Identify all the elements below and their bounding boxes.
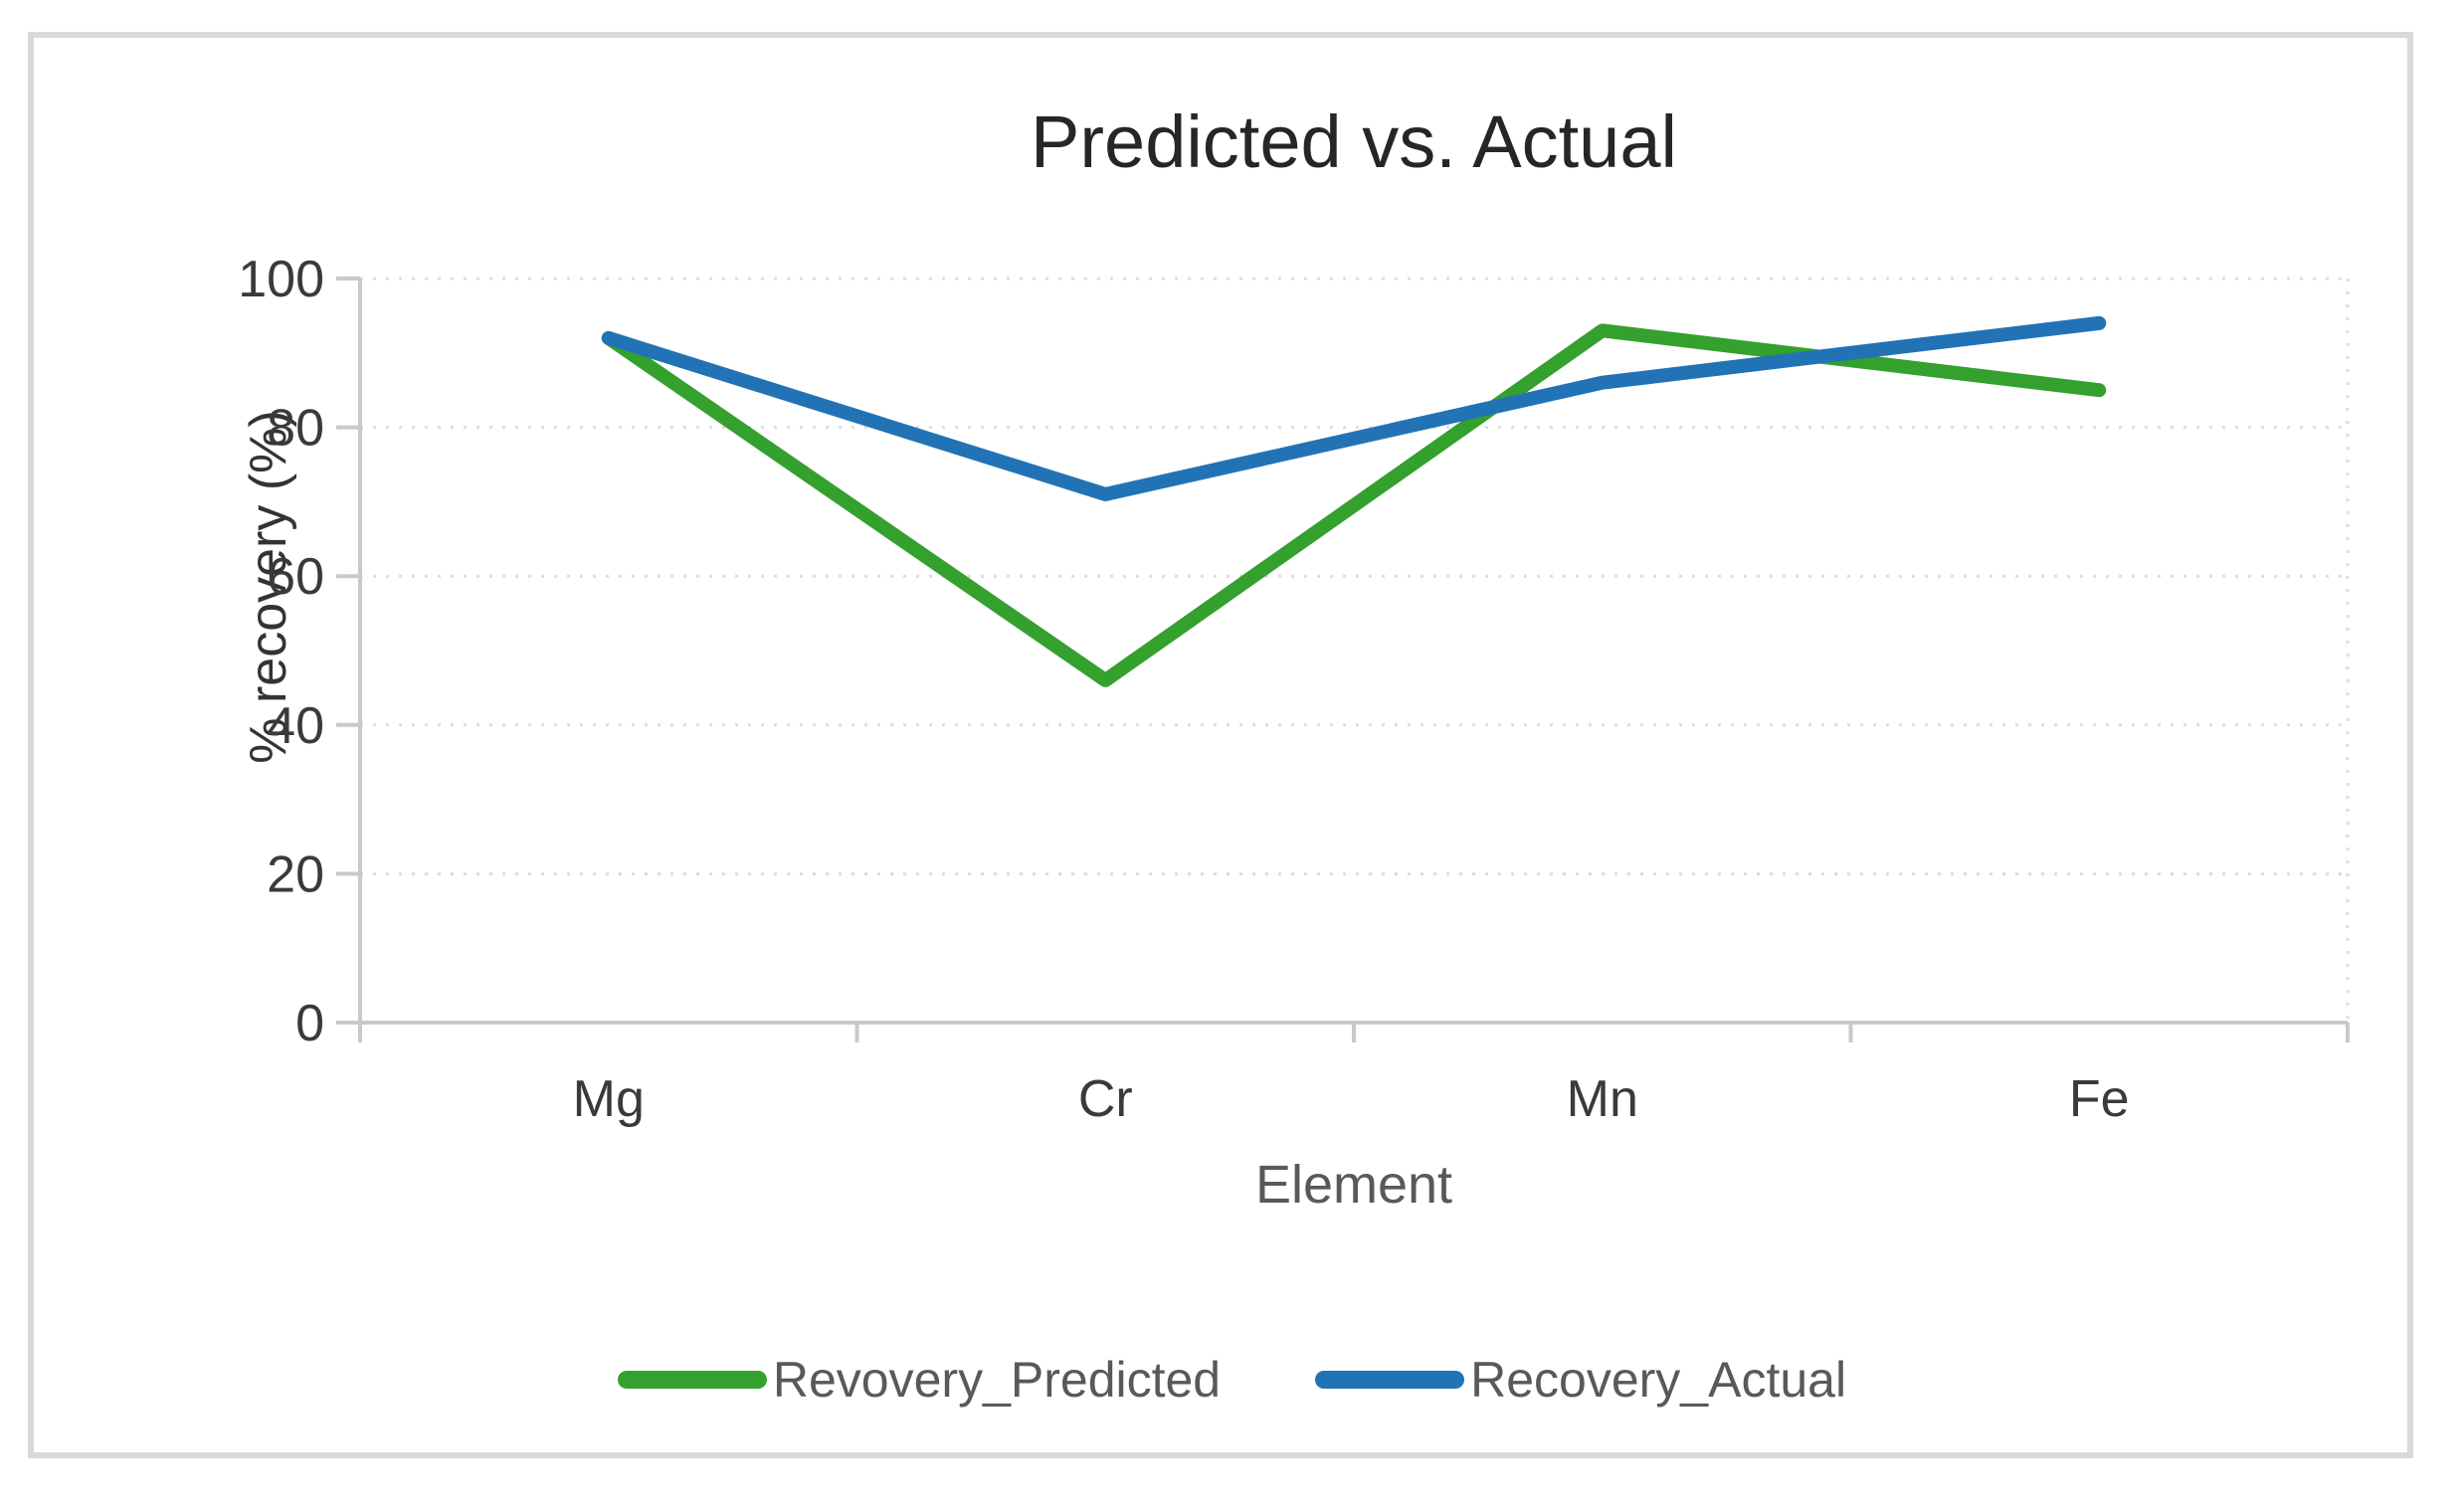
x-axis-title: Element	[1254, 1155, 1453, 1215]
y-tick-label: 0	[295, 995, 324, 1052]
legend-item-actual[interactable]: Recovery_Actual	[1315, 1351, 1846, 1409]
x-tick-label: Mn	[1567, 1070, 1638, 1128]
legend-item-predicted[interactable]: Revovery_Predicted	[617, 1351, 1222, 1409]
x-tick-label: Fe	[2069, 1070, 2130, 1128]
predicted-series-swatch	[617, 1371, 767, 1389]
actual-series-label: Recovery_Actual	[1470, 1352, 1847, 1408]
chart-frame	[28, 32, 2413, 1458]
y-tick-label: 40	[267, 697, 324, 755]
x-tick-label: Mg	[573, 1070, 645, 1128]
y-tick-label: 20	[267, 846, 324, 903]
actual-series-swatch	[1315, 1371, 1465, 1389]
legend: Revovery_Predicted Recovery_Actual	[0, 1345, 2464, 1415]
x-tick-label: Cr	[1078, 1070, 1133, 1128]
y-tick-label: 60	[267, 548, 324, 606]
y-tick-label: 80	[267, 400, 324, 458]
predicted-series-label: Revovery_Predicted	[772, 1352, 1222, 1408]
y-tick-label: 100	[238, 251, 324, 308]
series-line-0	[601, 323, 2107, 687]
series-line-1	[601, 315, 2107, 501]
chart-title: Predicted vs. Actual	[1031, 100, 1677, 183]
